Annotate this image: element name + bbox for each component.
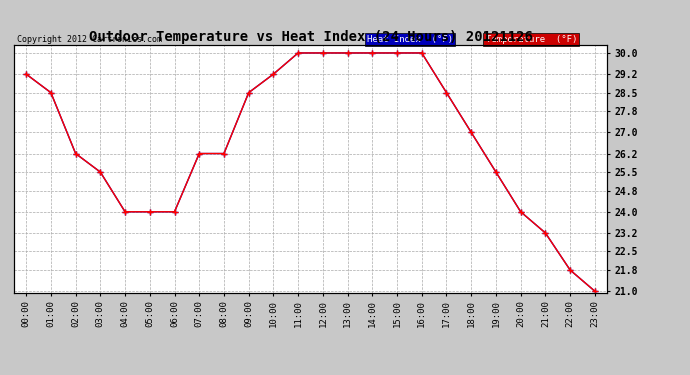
Text: Heat Index  (°F): Heat Index (°F) xyxy=(367,35,453,44)
Text: Temperature  (°F): Temperature (°F) xyxy=(486,35,577,44)
Text: Copyright 2012 Cartronics.com: Copyright 2012 Cartronics.com xyxy=(17,35,161,44)
Title: Outdoor Temperature vs Heat Index (24 Hours) 20121126: Outdoor Temperature vs Heat Index (24 Ho… xyxy=(88,30,533,44)
